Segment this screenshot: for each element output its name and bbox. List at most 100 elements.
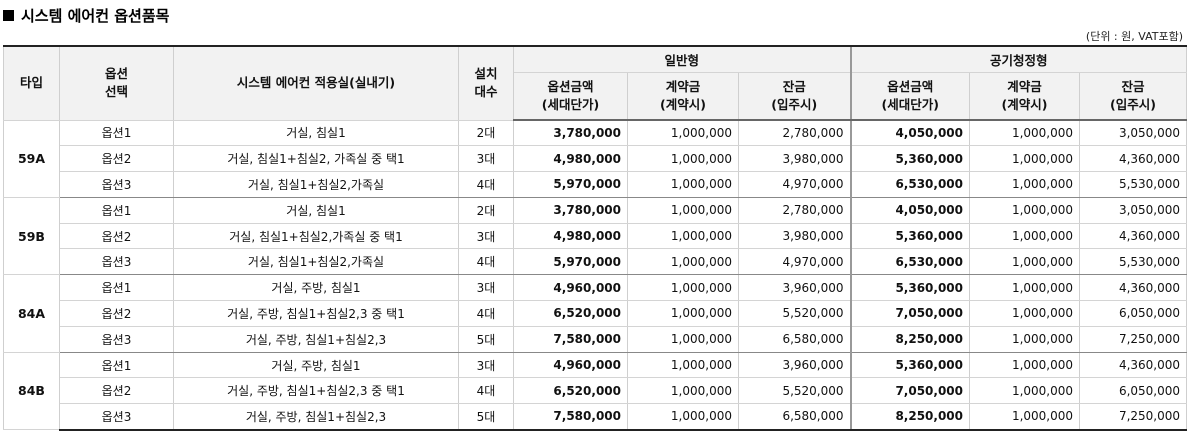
general-price-cell: 6,520,000 <box>513 300 628 327</box>
type-cell: 59B <box>3 197 60 276</box>
option-cell: 옵션2 <box>59 223 174 250</box>
public-price-cell: 5,360,000 <box>849 274 971 302</box>
header-line: 옵션금액 <box>547 78 594 94</box>
public-balance-cell: 5,530,000 <box>1079 248 1188 276</box>
public-balance-cell: 7,250,000 <box>1079 326 1188 353</box>
rooms-cell: 거실, 침실1 <box>173 120 459 147</box>
header-general-deposit: 계약금 (계약시) <box>627 72 739 121</box>
header-line: (세대단가) <box>541 96 600 112</box>
public-price-cell: 7,050,000 <box>849 377 971 405</box>
type-cell: 84A <box>3 274 60 353</box>
general-price-cell: 5,970,000 <box>513 171 628 198</box>
public-deposit-cell: 1,000,000 <box>969 248 1081 276</box>
public-balance-cell: 6,050,000 <box>1079 300 1188 327</box>
public-deposit-cell: 1,000,000 <box>969 377 1081 405</box>
general-balance-cell: 3,980,000 <box>737 145 852 173</box>
header-group-general: 일반형 <box>512 45 852 73</box>
general-balance-cell: 3,980,000 <box>737 223 852 250</box>
header-line: (계약시) <box>1001 96 1048 112</box>
general-balance-cell: 3,960,000 <box>737 352 852 379</box>
public-price-cell: 5,360,000 <box>849 223 971 250</box>
public-price-cell: 6,530,000 <box>849 171 971 198</box>
type-cell: 84B <box>3 352 60 431</box>
public-price-cell: 5,360,000 <box>849 352 971 379</box>
public-price-cell: 4,050,000 <box>849 197 971 224</box>
public-deposit-cell: 1,000,000 <box>969 120 1081 147</box>
header-option: 옵션 선택 <box>59 45 174 121</box>
header-public-deposit: 계약금 (계약시) <box>969 72 1081 121</box>
general-deposit-cell: 1,000,000 <box>627 403 739 431</box>
page-title-text: 시스템 에어컨 옵션품목 <box>21 6 170 25</box>
rooms-cell: 거실, 주방, 침실1+침실2,3 <box>173 326 459 353</box>
header-public-price: 옵션금액 (세대단가) <box>849 72 971 121</box>
option-cell: 옵션3 <box>59 171 174 198</box>
public-deposit-cell: 1,000,000 <box>969 403 1081 431</box>
header-line: (입주시) <box>771 96 818 112</box>
header-type: 타입 <box>3 45 60 121</box>
public-price-cell: 5,360,000 <box>849 145 971 173</box>
general-deposit-cell: 1,000,000 <box>627 300 739 327</box>
general-deposit-cell: 1,000,000 <box>627 145 739 173</box>
public-balance-cell: 3,050,000 <box>1079 120 1188 147</box>
header-line: 계약금 <box>665 78 701 94</box>
header-line: 계약금 <box>1007 78 1042 94</box>
public-deposit-cell: 1,000,000 <box>969 171 1081 198</box>
table-row: 옵션2 거실, 침실1+침실2,가족실 중 택1 3대 4,980,000 1,000,… <box>4 223 1188 250</box>
general-balance-cell: 6,580,000 <box>737 403 852 431</box>
general-deposit-cell: 1,000,000 <box>627 352 739 379</box>
table-row: 옵션2 거실, 주방, 침실1+침실2,3 중 택1 4대 6,520,000 1,00… <box>4 300 1188 327</box>
general-balance-cell: 4,970,000 <box>737 171 852 198</box>
public-price-cell: 8,250,000 <box>849 326 971 353</box>
rooms-cell: 거실, 침실1+침실2,가족실 <box>173 171 459 198</box>
count-cell: 3대 <box>458 145 514 173</box>
general-price-cell: 3,780,000 <box>513 120 628 147</box>
header-line: 옵션금액 <box>887 78 934 94</box>
general-price-cell: 7,580,000 <box>513 403 628 431</box>
header-count: 설치 대수 <box>458 45 514 121</box>
table-row: 옵션2 거실, 침실1+침실2, 가족실 중 택1 3대 4,980,000 1,000… <box>4 145 1188 173</box>
option-cell: 옵션3 <box>59 326 174 353</box>
option-cell: 옵션1 <box>59 197 174 224</box>
general-price-cell: 4,960,000 <box>513 274 628 302</box>
header-line: 잔금 <box>1121 78 1145 94</box>
count-cell: 2대 <box>458 120 514 147</box>
count-cell: 4대 <box>458 300 514 327</box>
table-row: 옵션3 거실, 주방, 침실1+침실2,3 5대 7,580,000 1,000,000… <box>4 403 1188 431</box>
option-cell: 옵션1 <box>59 274 174 302</box>
header-rooms: 시스템 에어컨 적용실(실내기) <box>173 45 459 121</box>
public-balance-cell: 3,050,000 <box>1079 197 1188 224</box>
public-price-cell: 7,050,000 <box>849 300 971 327</box>
public-balance-cell: 5,530,000 <box>1079 171 1188 198</box>
header-general-balance: 잔금 (입주시) <box>737 72 852 121</box>
public-price-cell: 6,530,000 <box>849 248 971 276</box>
header-public-balance: 잔금 (입주시) <box>1079 72 1188 121</box>
public-deposit-cell: 1,000,000 <box>969 145 1081 173</box>
general-price-cell: 4,960,000 <box>513 352 628 379</box>
public-balance-cell: 4,360,000 <box>1079 223 1188 250</box>
header-line: (계약시) <box>660 96 706 112</box>
table-row: 59B 옵션1 거실, 침실1 2대 3,780,000 1,000,000 2,780,0… <box>3 197 1188 276</box>
rooms-cell: 거실, 주방, 침실1 <box>173 274 459 302</box>
square-bullet-icon <box>3 9 14 21</box>
rooms-cell: 거실, 주방, 침실1+침실2,3 <box>173 403 459 431</box>
public-price-cell: 4,050,000 <box>849 120 971 147</box>
general-price-cell: 7,580,000 <box>513 326 628 353</box>
header-group-public: 공기청정형 <box>849 45 1188 73</box>
rooms-cell: 거실, 침실1+침실2,가족실 <box>173 248 459 276</box>
option-cell: 옵션3 <box>59 403 174 431</box>
general-deposit-cell: 1,000,000 <box>627 248 739 276</box>
count-cell: 3대 <box>458 274 514 302</box>
option-cell: 옵션2 <box>59 377 174 405</box>
count-cell: 5대 <box>458 403 514 431</box>
general-deposit-cell: 1,000,000 <box>627 120 739 147</box>
general-balance-cell: 2,780,000 <box>737 120 852 147</box>
count-cell: 4대 <box>458 248 514 276</box>
option-cell: 옵션2 <box>59 145 174 173</box>
general-deposit-cell: 1,000,000 <box>627 377 739 405</box>
rooms-cell: 거실, 주방, 침실1 <box>173 352 459 379</box>
option-price-table: 타입 옵션 선택 시스템 에어컨 적용실(실내기) 설치 대수 일반형 공기청정형 … <box>3 45 1188 431</box>
rooms-cell: 거실, 침실1 <box>173 197 459 224</box>
count-cell: 4대 <box>458 171 514 198</box>
public-balance-cell: 7,250,000 <box>1079 403 1188 431</box>
count-cell: 3대 <box>458 223 514 250</box>
